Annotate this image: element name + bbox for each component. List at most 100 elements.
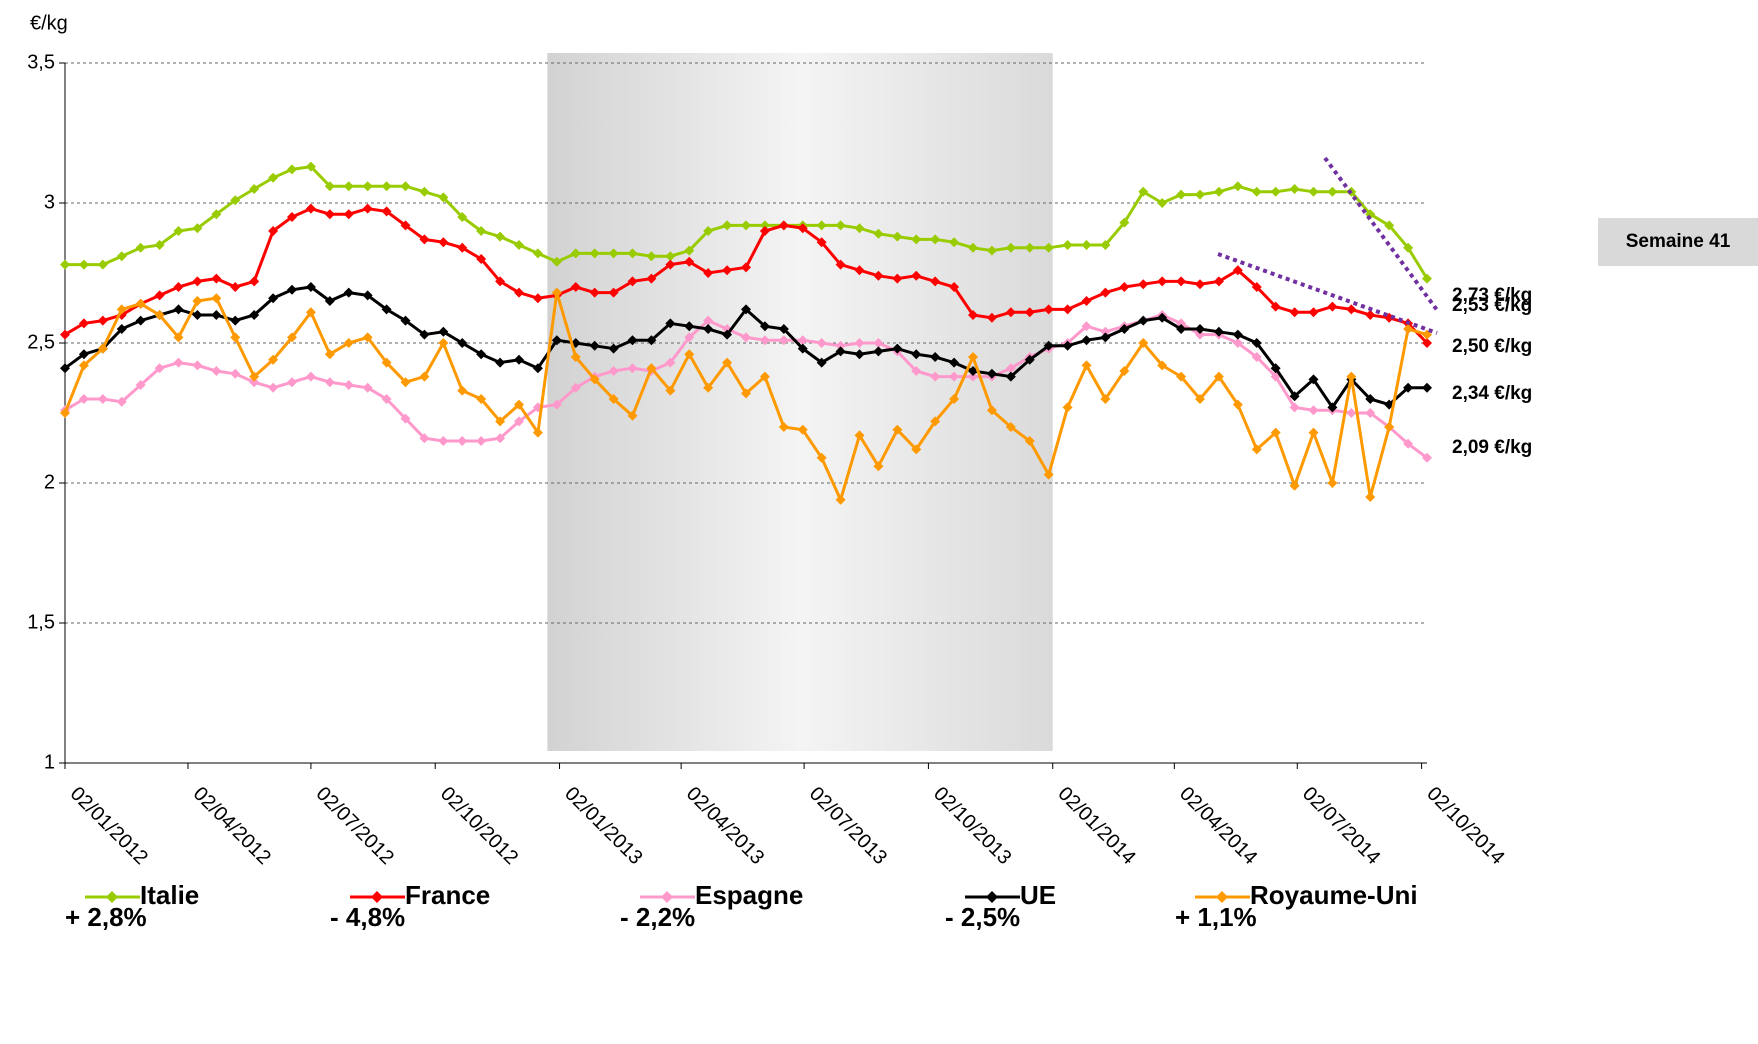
series-marker: [1308, 405, 1319, 416]
series-marker: [1138, 315, 1149, 326]
series-marker: [1081, 335, 1092, 346]
y-tick-label: 3: [44, 191, 55, 213]
x-tick-label: 02/10/2013: [929, 783, 1015, 869]
series-marker: [646, 273, 657, 284]
series-marker: [551, 335, 562, 346]
trend-line: [1323, 156, 1439, 312]
series-marker: [892, 273, 903, 284]
series-marker: [60, 329, 70, 340]
series-marker: [608, 287, 619, 298]
series-marker: [381, 304, 392, 315]
series-marker: [362, 382, 373, 393]
series-marker: [532, 293, 543, 304]
series-marker: [608, 366, 619, 376]
series-marker: [759, 371, 770, 382]
series-marker: [78, 318, 89, 329]
series-marker: [1024, 436, 1035, 446]
series-marker: [1005, 307, 1016, 318]
series-marker: [1043, 242, 1054, 253]
series-marker: [1403, 382, 1414, 393]
series-marker: [532, 427, 543, 438]
series-marker: [1251, 352, 1262, 362]
legend-label: UE: [1020, 880, 1056, 910]
series-marker: [287, 212, 297, 222]
series-marker: [986, 368, 997, 379]
series-marker: [476, 226, 487, 236]
series-marker: [930, 234, 941, 245]
series-marker: [759, 321, 770, 332]
series-marker: [495, 231, 506, 242]
legend-label: France: [405, 880, 490, 910]
series-marker: [1043, 304, 1054, 315]
series-marker: [1100, 240, 1111, 250]
series-marker: [1195, 279, 1205, 290]
series-marker: [797, 343, 808, 354]
series-marker: [816, 237, 827, 248]
series-marker: [1062, 402, 1073, 413]
series-marker: [703, 324, 714, 334]
series-marker: [778, 220, 789, 231]
series-marker: [646, 335, 657, 346]
series-marker: [873, 228, 884, 239]
series-marker: [1270, 301, 1281, 312]
series-marker: [1005, 363, 1016, 374]
series-marker: [741, 262, 751, 273]
series-marker: [703, 315, 714, 326]
series-marker: [1270, 186, 1281, 197]
series-marker: [968, 352, 978, 362]
change-label: + 2,8%: [65, 902, 147, 932]
change-label: - 4,8%: [330, 902, 405, 932]
series-marker: [457, 212, 468, 222]
series-marker: [759, 220, 770, 231]
series-marker: [551, 399, 562, 410]
series-marker: [684, 245, 695, 256]
series-marker: [419, 234, 430, 245]
series-marker: [968, 371, 978, 382]
series-marker: [1422, 338, 1432, 348]
x-tick-label: 02/07/2014: [1298, 783, 1384, 869]
series-marker: [1024, 242, 1035, 253]
series-marker: [514, 399, 524, 410]
series-marker: [1176, 371, 1187, 382]
series-marker: [1232, 265, 1243, 276]
change-label: + 1,1%: [1175, 902, 1257, 932]
series-marker: [835, 340, 846, 351]
series-marker: [400, 315, 411, 326]
series-marker: [230, 368, 241, 379]
series-marker: [854, 430, 865, 441]
series-marker: [1043, 340, 1054, 351]
series-marker: [173, 332, 184, 343]
series-marker: [1157, 312, 1168, 323]
series-marker: [438, 436, 449, 446]
legend-marker: [371, 891, 383, 903]
series-marker: [873, 461, 884, 472]
series-marker: [116, 304, 127, 315]
series-marker: [268, 172, 279, 183]
series-marker: [608, 343, 619, 354]
y-tick-label: 1: [44, 751, 55, 773]
series-marker: [1176, 189, 1187, 200]
series-marker: [362, 290, 373, 301]
series-marker: [1232, 181, 1243, 192]
legend-label: Italie: [140, 880, 199, 910]
series-marker: [154, 310, 165, 320]
series-marker: [60, 363, 70, 374]
series-marker: [1062, 240, 1073, 250]
series-marker: [419, 186, 430, 197]
series-marker: [438, 237, 449, 248]
series-marker: [1176, 324, 1187, 334]
series-marker: [892, 231, 903, 242]
series-marker: [532, 363, 543, 374]
series-marker: [1195, 324, 1205, 334]
x-tick-label: 02/01/2012: [66, 783, 152, 869]
series-marker: [211, 273, 222, 284]
series-marker: [343, 380, 354, 390]
series-marker: [532, 248, 543, 259]
series-marker: [570, 248, 581, 259]
legend-marker: [661, 891, 673, 903]
series-marker: [1081, 321, 1092, 332]
series-marker: [986, 245, 997, 256]
series-marker: [249, 371, 260, 382]
y-tick-label: 2: [44, 471, 55, 493]
series-marker: [457, 385, 468, 396]
